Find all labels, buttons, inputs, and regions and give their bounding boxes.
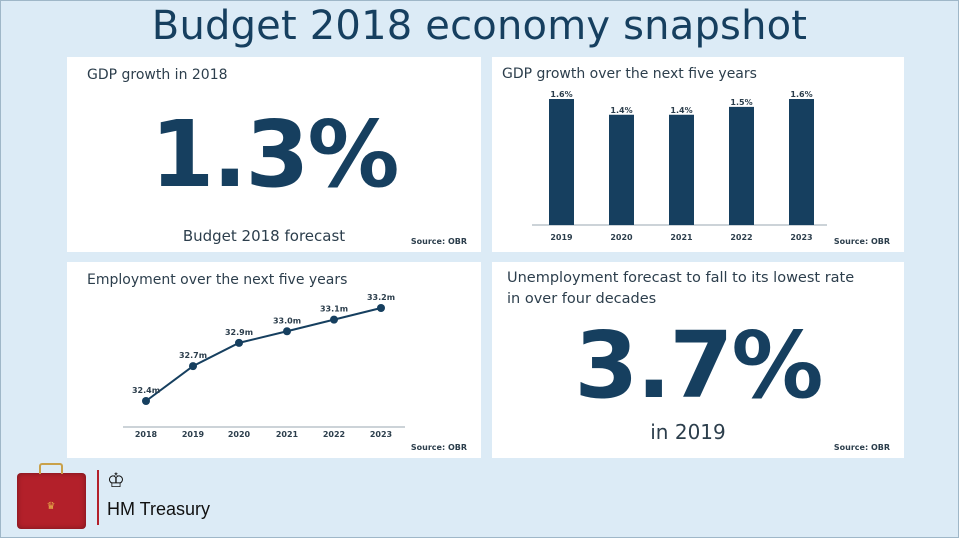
bar-2019	[549, 99, 574, 225]
source-label: Source: OBR	[833, 237, 890, 246]
x-tick-label: 2018	[135, 430, 158, 439]
case-crest-icon: ♛	[46, 501, 56, 512]
bar-label: 1.4%	[670, 106, 692, 115]
point-label: 33.1m	[320, 305, 348, 314]
x-tick-label: 2023	[790, 233, 812, 242]
bar-label: 1.6%	[790, 90, 812, 99]
data-point-2018	[142, 397, 150, 405]
data-point-2019	[189, 362, 197, 371]
panel-title: Employment over the next five years	[87, 272, 348, 288]
data-point-2021	[283, 327, 291, 336]
data-point-2020	[235, 338, 243, 347]
bar-2023	[789, 99, 814, 225]
x-tick-label: 2020	[610, 233, 633, 242]
x-tick-label: 2021	[670, 233, 693, 242]
employment-series-line	[145, 307, 382, 402]
page-title: Budget 2018 economy snapshot	[151, 3, 808, 49]
data-point-2023	[377, 304, 385, 312]
gdp-2018-value: 1.3%	[150, 101, 399, 208]
bar-label: 1.5%	[730, 98, 752, 107]
panel-title-line1: Unemployment forecast to fall to its low…	[507, 270, 855, 286]
x-tick-label: 2019	[182, 430, 205, 439]
royal-coat-of-arms-icon: ♔	[107, 468, 125, 492]
gdp-2018-panel: GDP growth in 2018 1.3% Budget 2018 fore…	[67, 57, 481, 252]
unemployment-panel: Unemployment forecast to fall to its low…	[492, 262, 904, 458]
x-tick-label: 2022	[730, 233, 752, 242]
source-label: Source: OBR	[410, 237, 467, 246]
unemployment-value: 3.7%	[574, 312, 823, 419]
bar-label: 1.6%	[550, 90, 572, 99]
point-label: 32.7m	[179, 351, 207, 360]
data-point-2022	[330, 315, 338, 324]
x-tick-label: 2022	[323, 430, 345, 439]
bar-2021	[669, 114, 694, 225]
hm-treasury-logo: ♛ ♔ HM Treasury	[17, 463, 247, 529]
point-label: 32.9m	[225, 328, 253, 337]
panel-title: GDP growth in 2018	[87, 67, 228, 83]
bar-2020	[609, 114, 634, 225]
brand-name: HM Treasury	[107, 499, 211, 519]
employment-line-chart: 32.4m 2018 32.7m 2019 32.9m 2020 33.0m 2021 33.1…	[123, 293, 405, 439]
panel-title-line2: in over four decades	[507, 291, 657, 307]
gdp-bar-chart: 1.6% 2019 1.4% 2020 1.4% 2021 1.5% 2022 1.6% 2023	[532, 90, 827, 242]
x-tick-label: 2020	[228, 430, 251, 439]
point-label: 32.4m	[132, 386, 160, 395]
red-budget-box-icon: ♛	[17, 463, 86, 529]
gdp-five-years-panel: GDP growth over the next five years 1.6%…	[492, 57, 904, 252]
bar-2022	[729, 106, 754, 225]
logo-divider	[97, 470, 99, 525]
source-label: Source: OBR	[410, 443, 467, 452]
employment-panel: Employment over the next five years 32.4…	[67, 262, 481, 458]
x-tick-label: 2021	[276, 430, 299, 439]
x-tick-label: 2023	[370, 430, 392, 439]
unemployment-subtitle: in 2019	[650, 420, 726, 444]
panel-title: GDP growth over the next five years	[502, 66, 757, 82]
gdp-2018-subtitle: Budget 2018 forecast	[182, 227, 346, 245]
bar-label: 1.4%	[610, 106, 632, 115]
x-tick-label: 2019	[550, 233, 573, 242]
source-label: Source: OBR	[833, 443, 890, 452]
panel-title: Unemployment forecast to fall to its low…	[507, 268, 854, 310]
case-handle	[39, 463, 63, 474]
point-label: 33.2m	[367, 293, 395, 302]
point-label: 33.0m	[273, 316, 301, 325]
